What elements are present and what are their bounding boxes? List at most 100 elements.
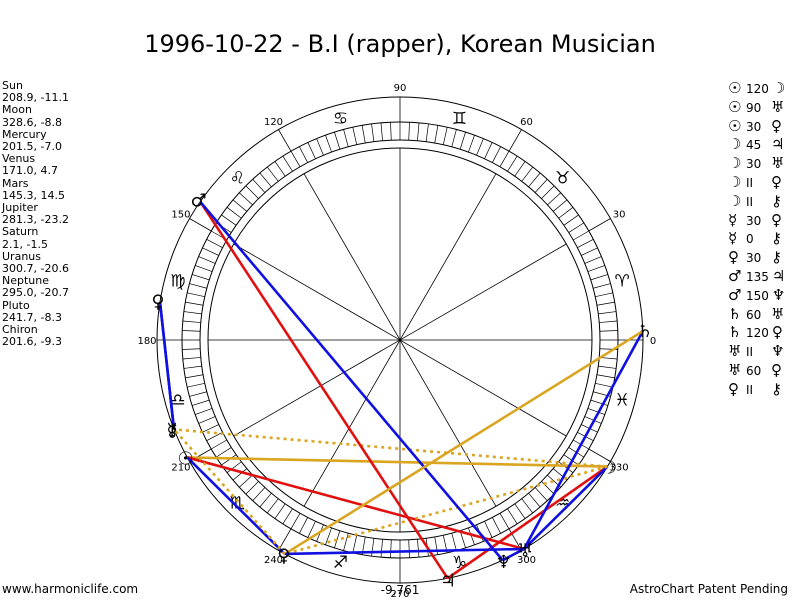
planet-name: Mercury [2, 127, 47, 141]
aspect-planet-1-icon: ♄ [728, 323, 742, 342]
aspect-row: ♅ II ♆ [728, 342, 790, 362]
house-marker [588, 218, 611, 232]
degree-tick [476, 138, 484, 156]
aspect-line [284, 329, 644, 556]
degree-tick [451, 533, 457, 551]
degree-label: 60 [520, 117, 533, 128]
house-marker [588, 448, 611, 462]
aspect-angle: 30 [746, 119, 762, 134]
degree-tick [182, 348, 201, 350]
aspect-planet-2-icon: ♃ [771, 266, 786, 285]
degree-tick [514, 503, 526, 519]
degree-tick [299, 146, 308, 163]
aspect-planet-1-icon: ☽ [728, 172, 742, 191]
degree-tick [187, 292, 205, 298]
degree-tick [290, 151, 301, 167]
aspect-planet-2-icon: ♀ [771, 360, 782, 379]
footer-website-link[interactable]: www.harmoniclife.com [2, 582, 139, 596]
aspect-planet-2-icon: ⚷ [771, 229, 782, 248]
degree-tick [492, 517, 501, 534]
degree-label: 330 [610, 463, 629, 474]
aspect-row: ♂ 150 ♆ [728, 285, 790, 306]
aspect-line [199, 200, 449, 580]
degree-tick [252, 487, 266, 501]
aspect-row: ♅ 60 ♀ [728, 360, 790, 381]
degree-tick [598, 311, 617, 315]
aspect-angle: II [746, 194, 754, 209]
planet-glyph-icon: ☿ [167, 420, 178, 441]
aspect-angle: 120 [746, 82, 769, 96]
degree-tick [499, 513, 510, 529]
degree-tick [408, 539, 410, 558]
planet-name: Saturn [2, 225, 39, 239]
aspect-row: ♂ 135 ♃ [728, 266, 790, 287]
degree-tick [185, 301, 204, 306]
aspect-angle: II [746, 175, 754, 190]
degree-tick [245, 481, 259, 495]
degree-tick [334, 131, 341, 150]
degree-tick [595, 292, 613, 298]
aspect-planet-2-icon: ♆ [771, 285, 786, 304]
footer-patent-note: AstroChart Patent Pending [629, 582, 788, 596]
planet-glyph-icon: ♃ [440, 570, 456, 591]
planet-coords: 2.1, -1.5 [2, 237, 48, 251]
degree-tick [528, 172, 541, 188]
zodiac-sign-icon: ♊ [452, 109, 467, 129]
degree-tick [267, 166, 279, 182]
degree-tick [191, 274, 210, 281]
zodiac-sign-icon: ♍ [170, 271, 185, 291]
degree-tick [484, 521, 493, 538]
degree-tick [198, 256, 216, 264]
degree-tick [587, 265, 605, 272]
degree-tick [380, 122, 383, 141]
aspect-row: ☽ II ♀ [728, 172, 790, 193]
aspect-angle: 60 [746, 363, 762, 378]
planet-glyph-icon: ♅ [517, 541, 533, 562]
degree-label: 240 [264, 555, 283, 566]
aspect-row: ☿ 0 ⚷ [728, 230, 790, 249]
degree-tick [599, 320, 618, 323]
aspect-planet-1-icon: ☉ [728, 97, 742, 116]
degree-tick [245, 185, 259, 199]
degree-tick [187, 382, 205, 388]
degree-tick [596, 301, 615, 306]
degree-tick [587, 408, 605, 415]
aspect-line [173, 428, 608, 468]
degree-tick [221, 214, 237, 226]
degree-tick [232, 468, 248, 481]
degree-tick [468, 527, 475, 545]
degree-tick [195, 408, 213, 415]
chart-title: 1996-10-22 - B.I (rapper), Korean Musici… [144, 30, 656, 58]
planet-coords: 145.3, 14.5 [2, 188, 65, 202]
planet-glyph-icon: ♀ [151, 292, 164, 313]
degree-label: 30 [613, 210, 626, 221]
degree-tick [590, 274, 609, 281]
degree-label: 210 [171, 463, 190, 474]
degree-tick [282, 155, 293, 172]
planet-coords: 300.7, -20.6 [2, 262, 69, 276]
zodiac-sign-icon: ♌ [230, 168, 245, 188]
degree-tick [573, 230, 589, 241]
planet-coords: 241.7, -8.3 [2, 310, 62, 324]
degree-tick [325, 135, 332, 153]
degree-tick [534, 487, 548, 501]
aspect-line [523, 465, 609, 550]
degree-tick [352, 535, 358, 553]
degree-tick [507, 155, 518, 172]
degree-tick [598, 365, 617, 369]
aspect-angle: 45 [746, 138, 762, 153]
planet-coords: 295.0, -20.7 [2, 286, 69, 300]
planet-name: Chiron [2, 323, 38, 337]
degree-tick [239, 192, 253, 206]
planet-name: Moon [2, 103, 32, 117]
degree-tick [202, 424, 219, 433]
degree-tick [290, 513, 301, 529]
aspect-row: ☽ II ⚷ [728, 192, 790, 212]
degree-tick [593, 283, 611, 289]
degree-tick [534, 179, 548, 193]
house-marker [508, 129, 522, 152]
aspect-row: ♄ 120 ♀ [728, 324, 790, 343]
planet-coords: 171.0, 4.7 [2, 164, 58, 178]
aspect-angle: 150 [746, 288, 769, 303]
